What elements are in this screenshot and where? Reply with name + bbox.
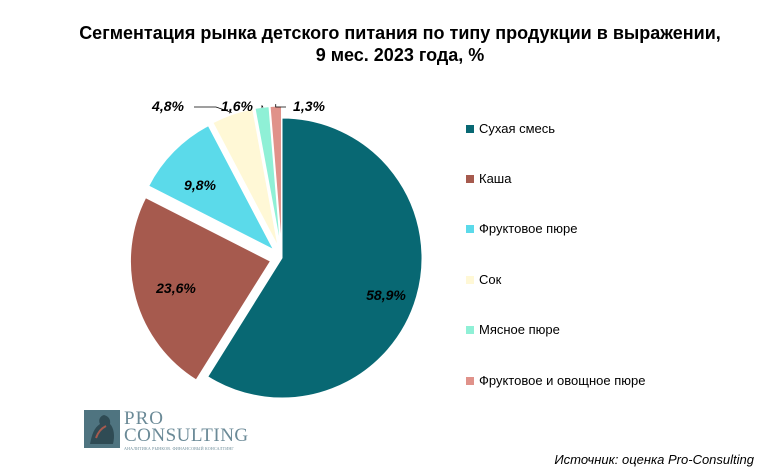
leader-line-meat-puree: [261, 105, 264, 108]
pie-slice-dry-formula: [207, 117, 423, 399]
pie-slice-juice: [212, 108, 279, 247]
legend-swatch: [466, 175, 474, 183]
legend-label: Мясное пюре: [479, 322, 560, 337]
pie-slice-porridge: [129, 196, 272, 381]
data-label-juice: 4,8%: [151, 98, 184, 114]
legend-item-fruit-puree: Фруктовое пюре: [466, 220, 666, 237]
legend-label: Фруктовое и овощное пюре: [479, 373, 646, 388]
legend-label: Сок: [479, 272, 502, 287]
legend-label: Каша: [479, 171, 512, 186]
legend-item-dry-formula: Сухая смесь: [466, 120, 666, 137]
pie-slice-fruit-puree: [148, 124, 275, 251]
legend-swatch: [466, 125, 474, 133]
legend-item-juice: Сок: [466, 271, 666, 288]
logo-text-consulting: CONSULTING: [124, 425, 249, 446]
chart-title: Сегментация рынка детского питания по ти…: [20, 22, 780, 66]
legend-label: Фруктовое пюре: [479, 221, 578, 236]
data-label-meat-puree: 1,6%: [221, 98, 253, 114]
legend-item-porridge: Каша: [466, 170, 666, 187]
chart-title-line-2: 9 мес. 2023 года, %: [315, 45, 485, 65]
logo-text-pro: PRO: [124, 408, 164, 429]
data-label-fruit-veg-puree: 1,3%: [293, 98, 325, 114]
source-note: Источник: оценка Pro-Consulting: [554, 452, 754, 467]
logo-tagline: АНАЛИТИКА РЫНКОВ. ФИНАНСОВЫЙ КОНСАЛТИНГ: [124, 446, 234, 451]
legend-swatch: [466, 276, 474, 284]
data-label-fruit-puree: 9,8%: [184, 177, 216, 193]
legend-swatch: [466, 326, 474, 334]
legend-label: Сухая смесь: [479, 121, 556, 136]
data-label-porridge: 23,6%: [155, 280, 196, 296]
leader-line-fruit-veg-puree: [275, 104, 286, 108]
leader-line-juice: [194, 106, 232, 113]
legend-swatch: [466, 225, 474, 233]
legend-swatch: [466, 377, 474, 385]
chart-title-line-1: Сегментация рынка детского питания по ти…: [79, 23, 721, 43]
data-label-dry-formula: 58,9%: [366, 287, 406, 303]
horse-emblem-icon: [84, 410, 120, 448]
legend-item-fruit-veg-puree: Фруктовое и овощное пюре: [466, 372, 666, 389]
legend-item-meat-puree: Мясное пюре: [466, 321, 666, 338]
